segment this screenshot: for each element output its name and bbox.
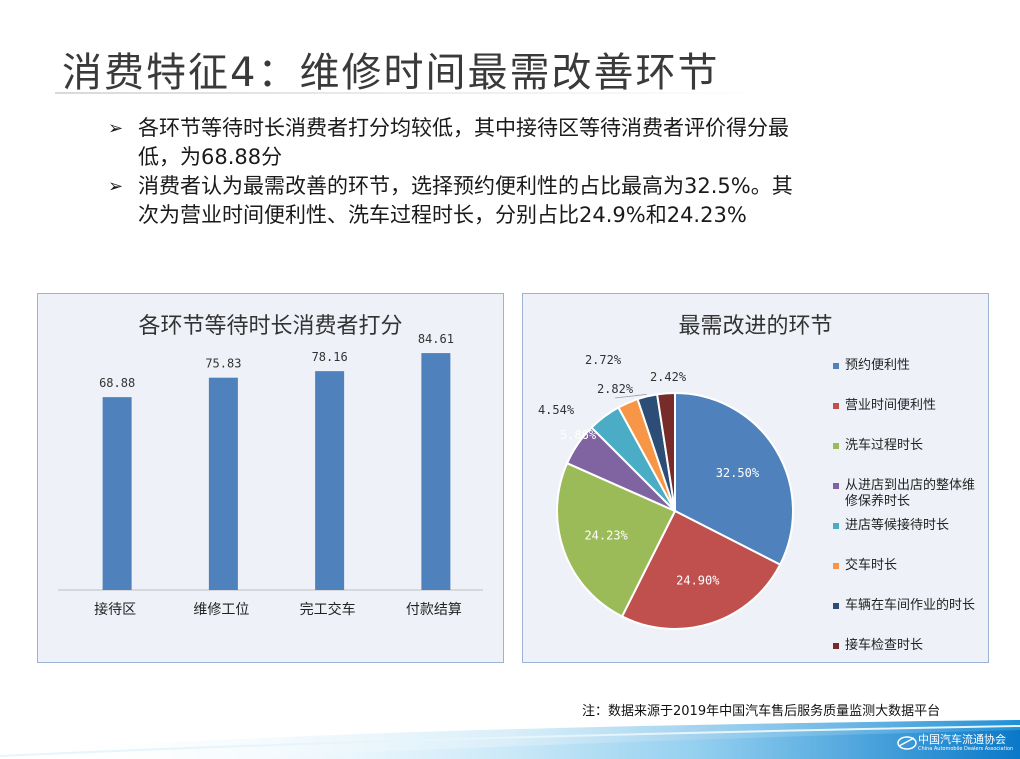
x-tick-label-0: 接待区 (94, 601, 136, 618)
legend-swatch-0 (833, 363, 839, 369)
legend-item-0: 预约便利性 (833, 358, 993, 374)
legend-item-2: 洗车过程时长 (833, 438, 993, 454)
legend-label-3-0: 从进店到出店的整体维 (845, 478, 976, 493)
legend-swatch-6 (833, 603, 839, 609)
legend-item-6: 车辆在车间作业的时长 (833, 598, 993, 614)
pie-slice-0 (674, 391, 794, 566)
legend-label-2-0: 洗车过程时长 (845, 438, 924, 453)
pie-value-label-0: 32.50% (716, 466, 760, 480)
bar-chart-svg: 68.88 接待区 75.83 维修工位 78.16 完工交车 84.61 付款结算 (58, 332, 483, 618)
arrow-bullet-icon: ➢ (108, 176, 124, 197)
bullet-1-line-1: 各环节等待时长消费者打分均较低，其中接待区等待消费者评价得分最 (138, 116, 789, 140)
logo-emblem-icon (897, 736, 917, 750)
logo-text: 中国汽车流通协会 (918, 733, 1006, 746)
bar-2 (315, 371, 345, 590)
pie-slice-2 (556, 461, 677, 618)
pie-chart-title: 最需改进的环节 (678, 314, 833, 339)
bullet-1-line-2: 低，为68.88分 (138, 145, 283, 169)
x-tick-label-1: 维修工位 (193, 602, 249, 618)
slide-title: 消费特征4：维修时间最需改善环节 (62, 50, 720, 96)
pie-value-label-5: 2.82% (597, 382, 634, 396)
legend-swatch-7 (833, 643, 839, 649)
pie-value-label-6: 2.72% (585, 353, 622, 367)
bar-value-label-1: 75.83 (205, 357, 241, 371)
legend-swatch-3 (833, 483, 839, 489)
legend-swatch-4 (833, 523, 839, 529)
pie-value-label-4: 4.54% (538, 403, 575, 417)
bullet-list: ➢ 各环节等待时长消费者打分均较低，其中接待区等待消费者评价得分最 低，为68.… (108, 114, 938, 230)
pie-chart-panel: 最需改进的环节 32.50% 24.90% 24.23% 5.86% 4.54% 2.82… (522, 293, 989, 663)
bar-chart-title: 各环节等待时长消费者打分 (138, 314, 403, 339)
pie-value-label-2: 24.23% (584, 529, 628, 543)
legend-swatch-2 (833, 443, 839, 449)
pie-slice-1 (620, 509, 782, 630)
legend-item-1: 营业时间便利性 (833, 398, 993, 414)
bullet-2: ➢ 消费者认为最需改善的环节，选择预约便利性的占比最高为32.5%。其 次为营业… (108, 172, 938, 230)
legend-label-4-0: 进店等候接待时长 (845, 518, 950, 533)
logo-subtext: China Automobile Dealers Association (918, 746, 1014, 752)
pie-chart-svg: 32.50% 24.90% 24.23% 5.86% 4.54% 2.82% 2.72% 2.… (538, 353, 794, 630)
legend-label-1-0: 营业时间便利性 (845, 398, 937, 413)
legend-item-3: 从进店到出店的整体维 修保养时长 (833, 478, 993, 510)
pie-value-label-1: 24.90% (676, 574, 720, 588)
legend-item-7: 接车检查时长 (833, 638, 993, 654)
legend-label-5-0: 交车时长 (845, 558, 898, 573)
pie-value-label-7: 2.42% (650, 370, 687, 384)
bar-value-label-2: 78.16 (312, 350, 348, 364)
pie-slice-7 (655, 391, 676, 512)
footer-swoosh (0, 720, 1020, 759)
legend-label-0-0: 预约便利性 (845, 358, 911, 373)
legend-label-7-0: 接车检查时长 (845, 638, 924, 653)
bar-1 (208, 377, 238, 590)
pie-legend: 预约便利性营业时间便利性 洗车过程时长从进店到出店的整体维 修保养时长进店等候接待时… (833, 358, 993, 678)
association-logo: 中国汽车流通协会 China Automobile Dealers Associ… (896, 734, 1013, 752)
arrow-bullet-icon: ➢ (108, 118, 124, 139)
x-tick-label-3: 付款结算 (406, 602, 462, 618)
legend-swatch-1 (833, 403, 839, 409)
x-tick-label-2: 完工交车 (300, 601, 356, 618)
legend-label-6-0: 车辆在车间作业的时长 (845, 598, 976, 613)
pie-value-label-3: 5.86% (560, 428, 597, 442)
bar-3 (421, 353, 451, 590)
bullet-1: ➢ 各环节等待时长消费者打分均较低，其中接待区等待消费者评价得分最 低，为68.… (108, 114, 938, 172)
legend-item-4: 进店等候接待时长 (833, 518, 993, 534)
pie-leader-line-6 (614, 393, 647, 399)
bullet-2-line-1: 消费者认为最需改善的环节，选择预约便利性的占比最高为32.5%。其 (138, 174, 793, 198)
bar-value-label-0: 68.88 (99, 376, 135, 390)
bar-chart-panel: 各环节等待时长消费者打分 68.88 接待区 75.83 维修工位 78.16 完工交车 8… (37, 293, 504, 663)
bar-value-label-3: 84.61 (418, 332, 454, 346)
title-underline (55, 92, 775, 94)
bar-0 (102, 397, 132, 590)
legend-label-3-1: 修保养时长 (845, 494, 911, 509)
bullet-2-line-2: 次为营业时间便利性、洗车过程时长，分别占比24.9%和24.23% (138, 203, 747, 227)
legend-swatch-5 (833, 563, 839, 569)
source-footnote: 注：数据来源于2019年中国汽车售后服务质量监测大数据平台 (582, 704, 941, 719)
legend-item-5: 交车时长 (833, 558, 993, 574)
